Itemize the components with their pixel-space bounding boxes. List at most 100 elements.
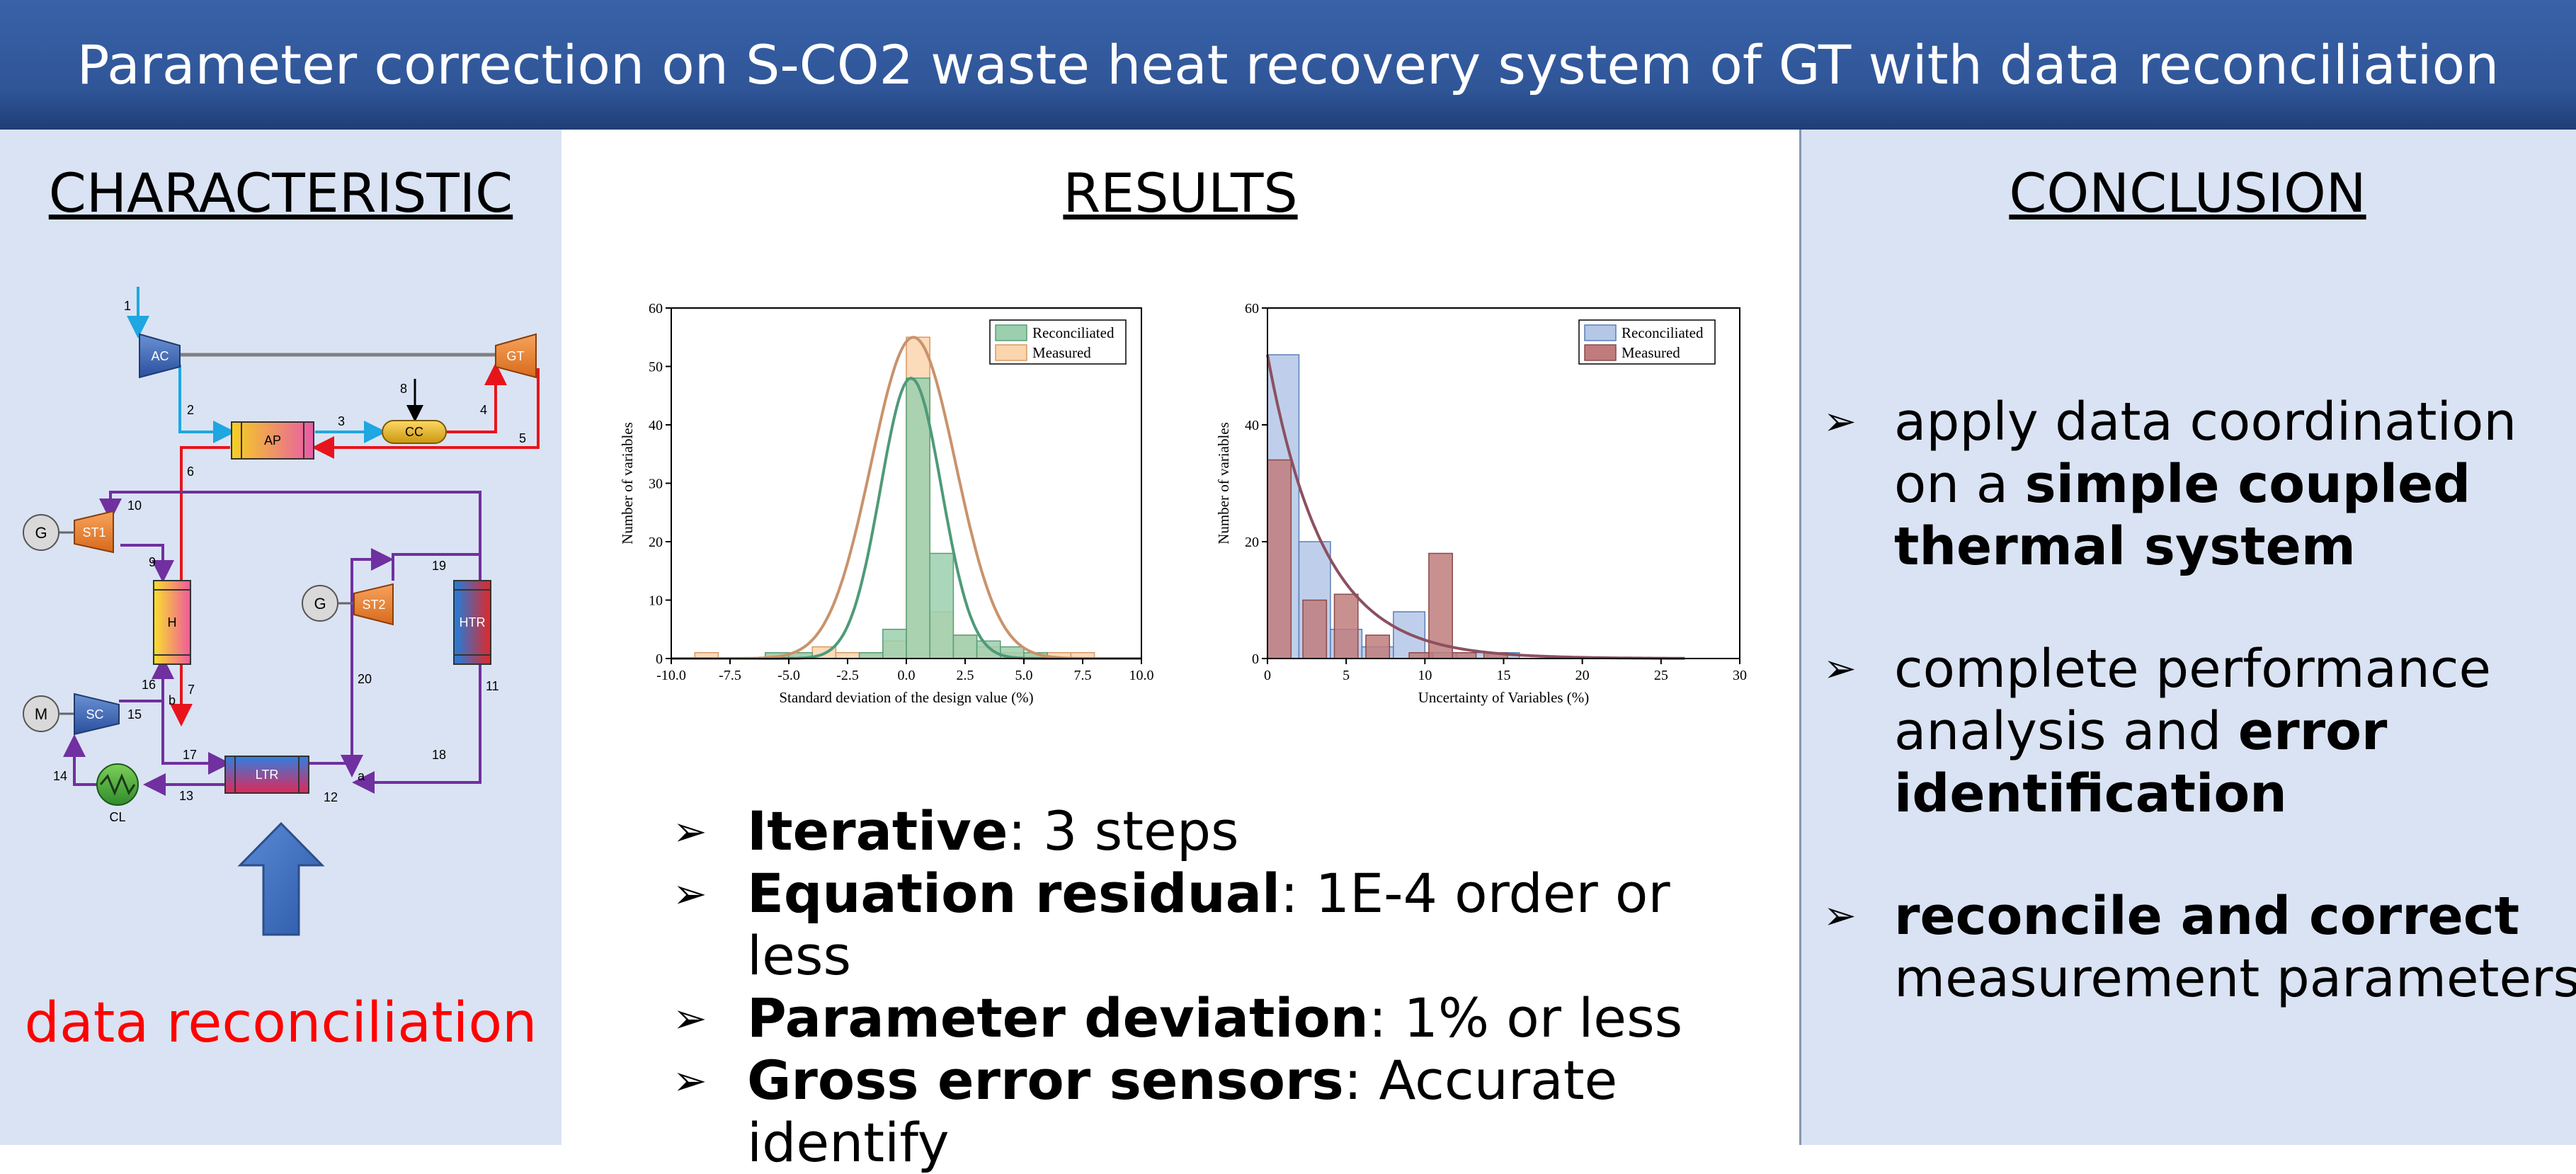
x-tick-label: 5 xyxy=(1343,668,1350,683)
conclusion-emphasis: identification xyxy=(1894,763,2287,824)
conclusion-item: ➢ reconcile and correct measurement parame… xyxy=(1823,885,2576,1010)
histogram-bar xyxy=(929,552,954,659)
y-tick-label: 50 xyxy=(649,360,663,375)
h-heater: H xyxy=(153,580,191,665)
generator-2: G xyxy=(302,585,354,622)
htr-recuperator: HTR xyxy=(453,580,491,665)
y-tick-label: 60 xyxy=(649,301,663,317)
conclusion-line: on a simple coupled xyxy=(1894,453,2560,515)
arrow-bullet-icon: ➢ xyxy=(673,994,707,1042)
ac-compressor: AC xyxy=(139,333,181,379)
histogram-bar xyxy=(1302,599,1328,659)
y-tick-label: 20 xyxy=(1245,535,1259,550)
results-heading: RESULTS xyxy=(1063,161,1298,224)
svg-text:1: 1 xyxy=(124,299,131,313)
conclusion-line: apply data coordination xyxy=(1894,391,2560,453)
conclusion-heading: CONCLUSION xyxy=(2009,161,2366,224)
conclusion-line: reconcile and correct xyxy=(1894,885,2560,947)
legend-swatch xyxy=(1584,344,1617,361)
results-item-key: Equation residual xyxy=(747,862,1281,925)
air-pipes xyxy=(127,287,387,443)
conclusion-emphasis: simple coupled xyxy=(2024,454,2471,515)
cc-combustor: CC xyxy=(382,420,447,444)
svg-text:b: b xyxy=(169,693,176,707)
conclusion-item: ➢ complete performance analysis and error i… xyxy=(1823,638,2560,825)
svg-text:14: 14 xyxy=(53,769,67,783)
conclusion-panel xyxy=(1799,130,2576,1145)
svg-text:G: G xyxy=(35,524,47,542)
svg-text:CC: CC xyxy=(405,425,423,439)
conclusion-line: complete performance xyxy=(1894,638,2560,700)
conclusion-text: complete performance xyxy=(1894,639,2492,700)
conclusion-line: analysis and error xyxy=(1894,700,2560,763)
conclusion-text: on a xyxy=(1894,454,2025,515)
results-charts: -10.0 -7.5 -5.0 -2.5 0.0 2.5 5.0 7.5 10.0 0 10 20 30… xyxy=(619,301,1747,706)
svg-text:15: 15 xyxy=(127,707,142,722)
results-list: ➢ Iterative: 3 steps ➢ Equation residual: 1… xyxy=(673,800,1777,1174)
x-axis-label: Uncertainty of Variables (%) xyxy=(1418,689,1590,706)
ap-air-preheater: AP xyxy=(231,421,314,460)
conclusion-emphasis: thermal system xyxy=(1894,516,2356,577)
conclusion-text: analysis and xyxy=(1894,701,2238,762)
histogram-bar xyxy=(858,652,884,659)
histogram-bar xyxy=(906,377,930,659)
arrow-bullet-icon: ➢ xyxy=(673,870,707,918)
svg-text:20: 20 xyxy=(358,672,372,686)
x-tick-label: 5.0 xyxy=(1015,668,1033,683)
histogram-bar xyxy=(1365,634,1391,659)
svg-text:ST2: ST2 xyxy=(362,598,385,612)
svg-text:HTR: HTR xyxy=(460,615,486,629)
histogram-bar xyxy=(882,629,907,659)
histogram-bar xyxy=(952,634,978,659)
histogram-bar xyxy=(1267,459,1292,659)
svg-text:AC: AC xyxy=(151,349,169,363)
legend-swatch xyxy=(1584,324,1617,341)
results-item-key: Gross error sensors xyxy=(747,1049,1344,1112)
svg-text:12: 12 xyxy=(324,790,338,804)
legend-label: Reconciliated xyxy=(1622,324,1704,341)
histogram-bar xyxy=(835,652,860,659)
st2-turbine: ST2 xyxy=(353,583,394,626)
y-tick-label: 60 xyxy=(1245,301,1259,317)
svg-text:AP: AP xyxy=(264,433,281,448)
svg-text:3: 3 xyxy=(338,414,345,428)
svg-text:16: 16 xyxy=(142,678,156,692)
x-tick-label: 2.5 xyxy=(957,668,974,683)
conclusion-line: thermal system xyxy=(1894,515,2560,578)
results-panel xyxy=(562,130,1799,1145)
arrow-bullet-icon: ➢ xyxy=(673,807,707,855)
svg-text:ST1: ST1 xyxy=(82,525,106,540)
x-tick-label: 25 xyxy=(1654,668,1668,683)
legend-label: Measured xyxy=(1622,344,1680,361)
characteristic-heading: CHARACTERISTIC xyxy=(48,161,513,224)
conclusion-text: apply data coordination xyxy=(1894,392,2517,452)
svg-text:19: 19 xyxy=(432,559,446,573)
y-tick-label: 10 xyxy=(649,593,663,609)
svg-text:13: 13 xyxy=(179,789,193,803)
y-tick-label: 40 xyxy=(1245,418,1259,433)
svg-text:18: 18 xyxy=(432,748,446,762)
legend-swatch xyxy=(995,324,1027,341)
y-axis-label: Number of variables xyxy=(619,422,636,545)
data-reconciliation-label: data reconciliation xyxy=(24,991,537,1055)
legend-label: Reconciliated xyxy=(1032,324,1115,341)
svg-text:10: 10 xyxy=(127,498,142,513)
svg-text:9: 9 xyxy=(149,555,156,569)
svg-text:M: M xyxy=(35,705,47,723)
svg-text:G: G xyxy=(314,595,326,612)
y-tick-label: 0 xyxy=(656,651,663,667)
svg-text:6: 6 xyxy=(187,465,194,479)
y-axis-label: Number of variables xyxy=(1215,422,1232,545)
conclusion-item: ➢ apply data coordination on a simple coup… xyxy=(1823,391,2560,578)
svg-text:11: 11 xyxy=(486,679,499,693)
results-list-item: ➢ Gross error sensors: Accurate identify xyxy=(673,1049,1777,1174)
arrow-bullet-icon: ➢ xyxy=(1823,893,1857,939)
ltr-recuperator: LTR xyxy=(224,756,309,794)
x-tick-label: -10.0 xyxy=(656,668,686,683)
x-tick-label: 30 xyxy=(1733,668,1747,683)
svg-text:H: H xyxy=(168,615,177,629)
results-item-key: Iterative xyxy=(747,799,1008,862)
results-item-value: : 1% or less xyxy=(1368,986,1683,1049)
results-list-item: ➢ Iterative: 3 steps xyxy=(673,800,1777,862)
x-axis-label: Standard deviation of the design value (… xyxy=(779,689,1033,706)
